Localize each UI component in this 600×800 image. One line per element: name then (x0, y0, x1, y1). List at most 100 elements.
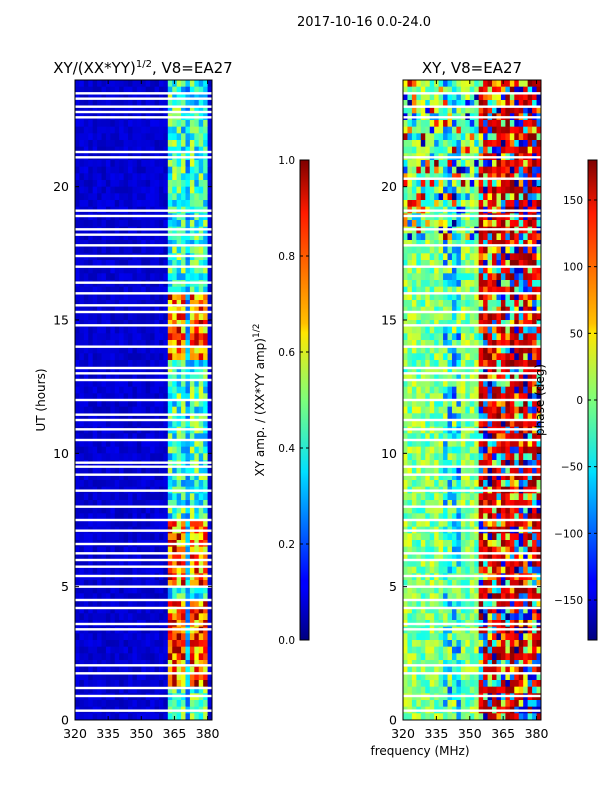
heatmap-cell (101, 666, 107, 674)
heatmap-cell (492, 246, 498, 254)
heatmap-cell (207, 453, 212, 461)
heatmap-cell (132, 380, 138, 388)
data-gap-row (75, 585, 212, 588)
heatmap-cell (110, 533, 116, 541)
heatmap-cell (527, 233, 533, 241)
heatmap-cell (141, 266, 147, 274)
heatmap-cell (487, 333, 493, 341)
heatmap-cell (145, 106, 151, 114)
heatmap-cell (456, 166, 462, 174)
heatmap-cell (128, 80, 134, 88)
heatmap-cell (88, 126, 94, 134)
heatmap-cell (105, 600, 111, 608)
heatmap-cell (141, 260, 147, 268)
heatmap-cell (167, 700, 173, 708)
heatmap-cell (443, 480, 449, 488)
heatmap-cell (492, 420, 498, 428)
heatmap-cell (456, 300, 462, 308)
heatmap-cell (434, 386, 440, 394)
heatmap-cell (523, 273, 529, 281)
heatmap-cell (176, 326, 182, 334)
heatmap-cell (154, 100, 160, 108)
data-gap-row (75, 324, 212, 327)
heatmap-cell (416, 373, 422, 381)
heatmap-cell (203, 86, 209, 94)
heatmap-cell (443, 133, 449, 141)
heatmap-cell (514, 460, 520, 468)
heatmap-cell (79, 413, 85, 421)
heatmap-cell (119, 146, 125, 154)
heatmap-cell (518, 360, 524, 368)
heatmap-cell (478, 293, 484, 301)
heatmap-cell (185, 380, 191, 388)
heatmap-cell (407, 120, 413, 128)
heatmap-cell (167, 586, 173, 594)
heatmap-cell (483, 373, 489, 381)
heatmap-cell (185, 713, 191, 720)
heatmap-cell (483, 453, 489, 461)
heatmap-cell (167, 106, 173, 114)
heatmap-cell (474, 473, 480, 481)
heatmap-cell (500, 420, 506, 428)
heatmap-cell (83, 313, 89, 321)
heatmap-cell (434, 400, 440, 408)
heatmap-cell (443, 180, 449, 188)
heatmap-cell (105, 680, 111, 688)
heatmap-cell (523, 433, 529, 441)
heatmap-cell (145, 506, 151, 514)
heatmap-cell (496, 406, 502, 414)
heatmap-cell (438, 386, 444, 394)
heatmap-cell (505, 440, 511, 448)
heatmap-cell (119, 633, 125, 641)
heatmap-cell (505, 386, 511, 394)
heatmap-cell (172, 513, 178, 521)
heatmap-cell (532, 173, 538, 181)
heatmap-cell (443, 173, 449, 181)
heatmap-cell (456, 266, 462, 274)
heatmap-cell (474, 120, 480, 128)
heatmap-cell (536, 126, 541, 134)
heatmap-cell (114, 260, 120, 268)
heatmap-cell (92, 673, 98, 681)
heatmap-cell (496, 413, 502, 421)
heatmap-cell (536, 460, 541, 468)
heatmap-cell (509, 100, 515, 108)
heatmap-cell (110, 713, 116, 720)
heatmap-cell (119, 673, 125, 681)
heatmap-cell (101, 560, 107, 568)
heatmap-cell (114, 660, 120, 668)
heatmap-cell (514, 220, 520, 228)
heatmap-cell (434, 320, 440, 328)
heatmap-cell (500, 433, 506, 441)
heatmap-cell (536, 473, 541, 481)
heatmap-cell (172, 246, 178, 254)
heatmap-cell (163, 566, 169, 574)
heatmap-cell (167, 80, 173, 88)
heatmap-cell (474, 453, 480, 461)
heatmap-cell (154, 120, 160, 128)
heatmap-cell (92, 506, 98, 514)
heatmap-cell (487, 286, 493, 294)
heatmap-cell (88, 686, 94, 694)
heatmap-cell (474, 360, 480, 368)
heatmap-cell (523, 453, 529, 461)
heatmap-cell (158, 646, 164, 654)
heatmap-cell (198, 293, 204, 301)
heatmap-cell (451, 380, 458, 388)
heatmap-cell (505, 320, 511, 328)
heatmap-cell (172, 126, 178, 134)
heatmap-cell (79, 186, 85, 194)
heatmap-cell (150, 353, 156, 361)
heatmap-cell (403, 173, 409, 181)
heatmap-cell (128, 586, 134, 594)
heatmap-cell (429, 93, 435, 101)
heatmap-cell (75, 266, 81, 274)
heatmap-cell (176, 373, 182, 381)
heatmap-cell (411, 466, 417, 474)
heatmap-cell (83, 180, 89, 188)
heatmap-cell (434, 233, 440, 241)
heatmap-cell (92, 340, 98, 348)
heatmap-cell (136, 173, 142, 181)
heatmap-cell (434, 293, 440, 301)
heatmap-cell (189, 353, 195, 361)
